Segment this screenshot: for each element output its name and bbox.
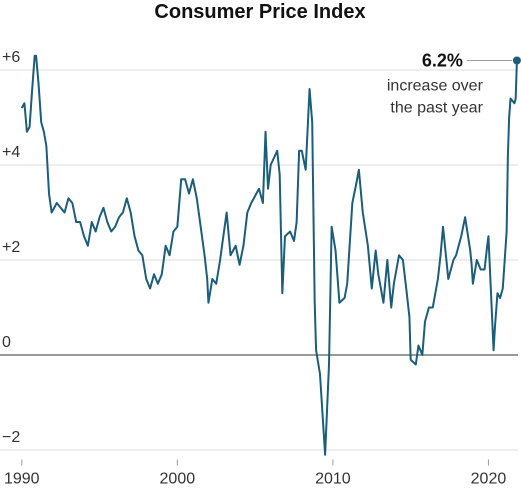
x-tick-label: 2000	[160, 471, 196, 488]
annotation-text: the past year	[390, 100, 483, 117]
x-tick-label: 1990	[4, 471, 40, 488]
annotation-value: 6.2%	[422, 51, 463, 71]
annotation-text: increase over	[387, 78, 484, 95]
y-tick-label: +6	[2, 49, 20, 66]
x-tick-label: 2020	[471, 471, 507, 488]
y-tick-label: +2	[2, 239, 20, 256]
y-tick-label: −2	[2, 429, 20, 446]
x-tick-label: 2010	[315, 471, 351, 488]
y-tick-label: +4	[2, 144, 20, 161]
line	[20, 54, 518, 456]
chart-title: Consumer Price Index	[154, 1, 365, 23]
end-point	[512, 56, 521, 65]
y-tick-label: 0	[2, 334, 11, 351]
